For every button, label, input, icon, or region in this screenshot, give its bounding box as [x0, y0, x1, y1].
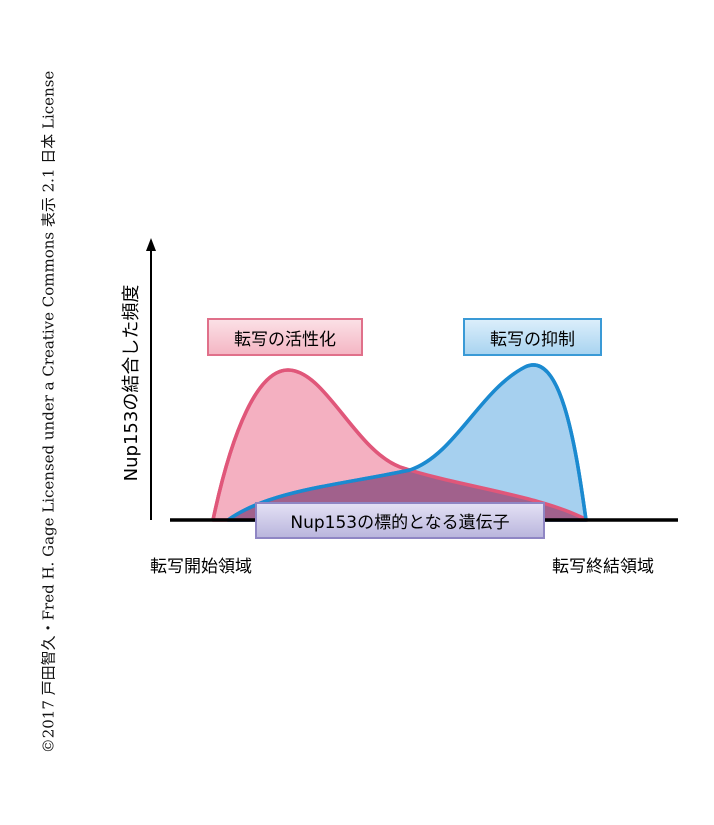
repression-label-box: 転写の抑制: [463, 318, 602, 356]
x-axis-end-label: 転写終結領域: [552, 557, 654, 577]
activation-curve-outline: [211, 368, 588, 522]
x-axis-start-label: 転写開始領域: [150, 557, 252, 577]
repression-label: 転写の抑制: [490, 329, 575, 350]
y-axis-label: Nup153の結合した頻度: [121, 284, 142, 482]
repression-curve-outline: [226, 363, 588, 522]
target-genes-label-box: Nup153の標的となる遺伝子: [255, 502, 545, 539]
activation-label-box: 転写の活性化: [207, 318, 363, 356]
y-axis-arrowhead: [146, 238, 156, 251]
activation-label: 転写の活性化: [234, 329, 336, 350]
target-genes-label: Nup153の標的となる遺伝子: [290, 513, 510, 533]
copyright-notice: ©2017 戸田智久・Fred H. Gage Licensed under a…: [39, 70, 58, 754]
